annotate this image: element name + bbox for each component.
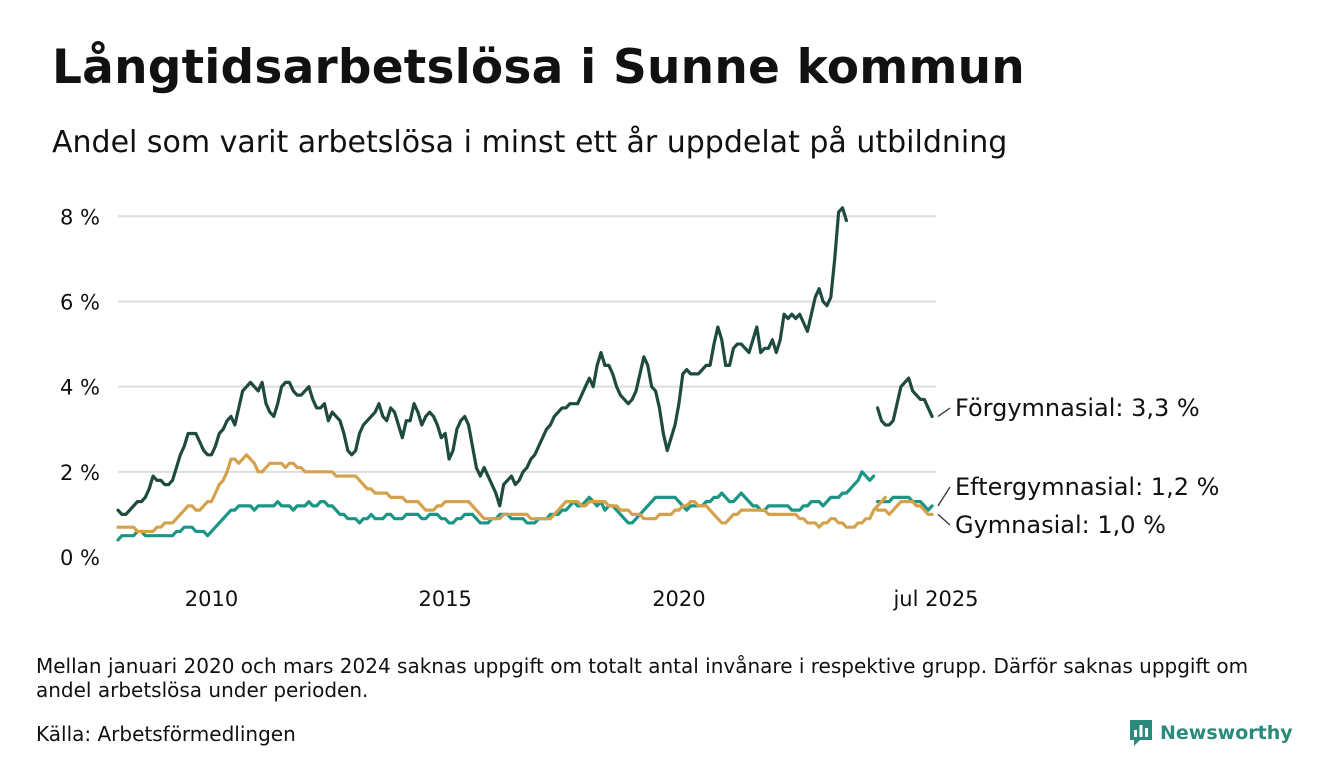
line-chart: 0 % 2 % 4 % 6 % 8 % 2010 2015 2020 jul 2025 Förgy… [60, 205, 1219, 611]
series-line-förgymnasial [875, 376, 934, 427]
y-tick-label: 0 % [60, 546, 100, 570]
series-line-gymnasial [875, 500, 934, 517]
series-line-gymnasial [116, 453, 887, 534]
end-label-leader [937, 407, 951, 417]
end-label-gymnasial: Gymnasial: 1,0 % [955, 511, 1166, 539]
y-tick-label: 2 % [60, 461, 100, 485]
x-tick-label: 2010 [185, 587, 238, 611]
end-label-eftergymnasial: Eftergymnasial: 1,2 % [955, 473, 1219, 501]
y-tick-label: 8 % [60, 205, 100, 229]
x-tick-label: jul 2025 [892, 587, 978, 611]
series-line-eftergymnasial [116, 470, 876, 542]
newsworthy-logo-icon [1130, 720, 1152, 746]
chart-subtitle: Andel som varit arbetslösa i minst ett å… [52, 125, 1008, 160]
end-label-leader [937, 486, 951, 507]
end-label-leader [937, 513, 951, 526]
series-line-förgymnasial [116, 206, 849, 517]
x-tick-label: 2020 [652, 587, 705, 611]
chart-note: Mellan januari 2020 och mars 2024 saknas… [36, 654, 1249, 702]
newsworthy-brand[interactable]: Newsworthy [1128, 718, 1293, 748]
y-tick-label: 4 % [60, 376, 100, 400]
series-line-eftergymnasial [875, 495, 934, 512]
end-label-förgymnasial: Förgymnasial: 3,3 % [955, 394, 1200, 422]
brand-name: Newsworthy [1160, 722, 1293, 744]
source-text: Källa: Arbetsförmedlingen [36, 722, 296, 746]
x-tick-label: 2015 [418, 587, 471, 611]
chart-title: Långtidsarbetslösa i Sunne kommun [52, 40, 1025, 95]
y-tick-label: 6 % [60, 290, 100, 314]
